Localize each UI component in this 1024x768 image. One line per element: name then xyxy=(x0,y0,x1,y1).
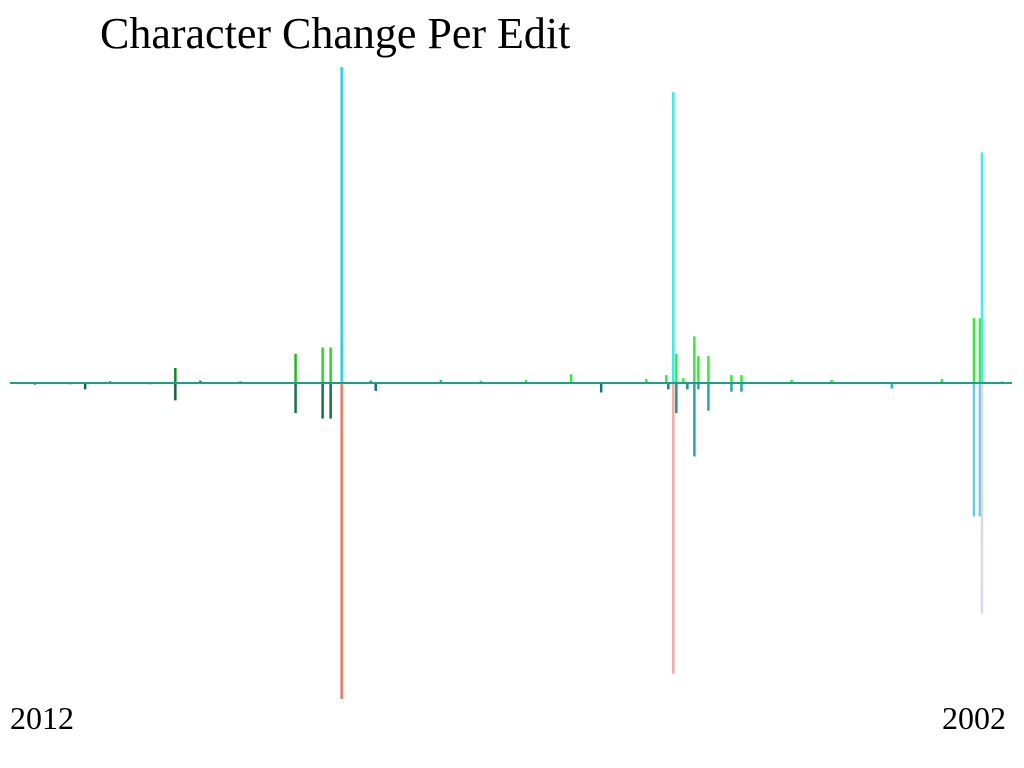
bar-12 xyxy=(321,383,324,419)
bar-7 xyxy=(199,380,202,383)
bar-42 xyxy=(740,383,743,392)
bar-50 xyxy=(978,383,982,517)
bar-11 xyxy=(321,347,324,383)
bar-31 xyxy=(682,378,685,383)
bar-13 xyxy=(329,347,332,383)
bar-17 xyxy=(369,380,372,383)
bar-44 xyxy=(830,379,833,383)
bar-33 xyxy=(693,336,696,383)
bar-16 xyxy=(340,383,343,699)
bar-38 xyxy=(707,383,710,411)
x-tick-label-start: 2012 xyxy=(10,700,74,736)
bar-26 xyxy=(667,383,670,390)
bar-49 xyxy=(978,318,982,383)
bar-22 xyxy=(569,374,573,383)
x-tick-label-end: 2002 xyxy=(942,700,1006,736)
bar-43 xyxy=(790,379,793,383)
bar-46 xyxy=(940,379,944,383)
bar-39 xyxy=(730,375,733,383)
bar-30 xyxy=(675,383,678,414)
bar-25 xyxy=(665,375,668,383)
bars-group xyxy=(33,67,1004,699)
bar-20 xyxy=(479,380,483,383)
bar-15 xyxy=(340,67,343,383)
bar-6 xyxy=(174,383,177,401)
bar-27 xyxy=(672,92,675,383)
bar-48 xyxy=(972,383,976,517)
bar-51 xyxy=(980,152,984,383)
bar-34 xyxy=(693,383,696,457)
bar-32 xyxy=(686,383,689,390)
bar-36 xyxy=(697,383,700,390)
bar-41 xyxy=(740,375,743,383)
bar-52 xyxy=(980,383,984,614)
bar-24 xyxy=(645,379,648,383)
bar-45 xyxy=(890,383,894,389)
bar-28 xyxy=(672,383,675,674)
bar-21 xyxy=(524,379,528,383)
bar-29 xyxy=(675,353,678,383)
bar-9 xyxy=(294,353,297,383)
bar-40 xyxy=(730,383,733,392)
chart-title: Character Change Per Edit xyxy=(100,9,571,58)
bar-10 xyxy=(294,383,297,414)
bar-35 xyxy=(697,356,700,383)
bar-23 xyxy=(599,383,603,393)
bar-37 xyxy=(707,356,710,383)
bar-14 xyxy=(329,383,332,419)
bar-47 xyxy=(972,318,976,383)
bar-2 xyxy=(83,383,87,390)
bar-19 xyxy=(439,379,443,383)
bar-5 xyxy=(174,367,177,383)
bar-18 xyxy=(374,383,377,391)
